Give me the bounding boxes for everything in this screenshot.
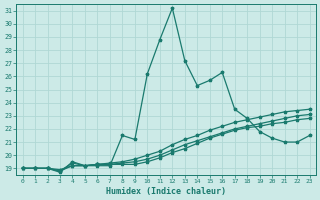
X-axis label: Humidex (Indice chaleur): Humidex (Indice chaleur) bbox=[106, 187, 226, 196]
